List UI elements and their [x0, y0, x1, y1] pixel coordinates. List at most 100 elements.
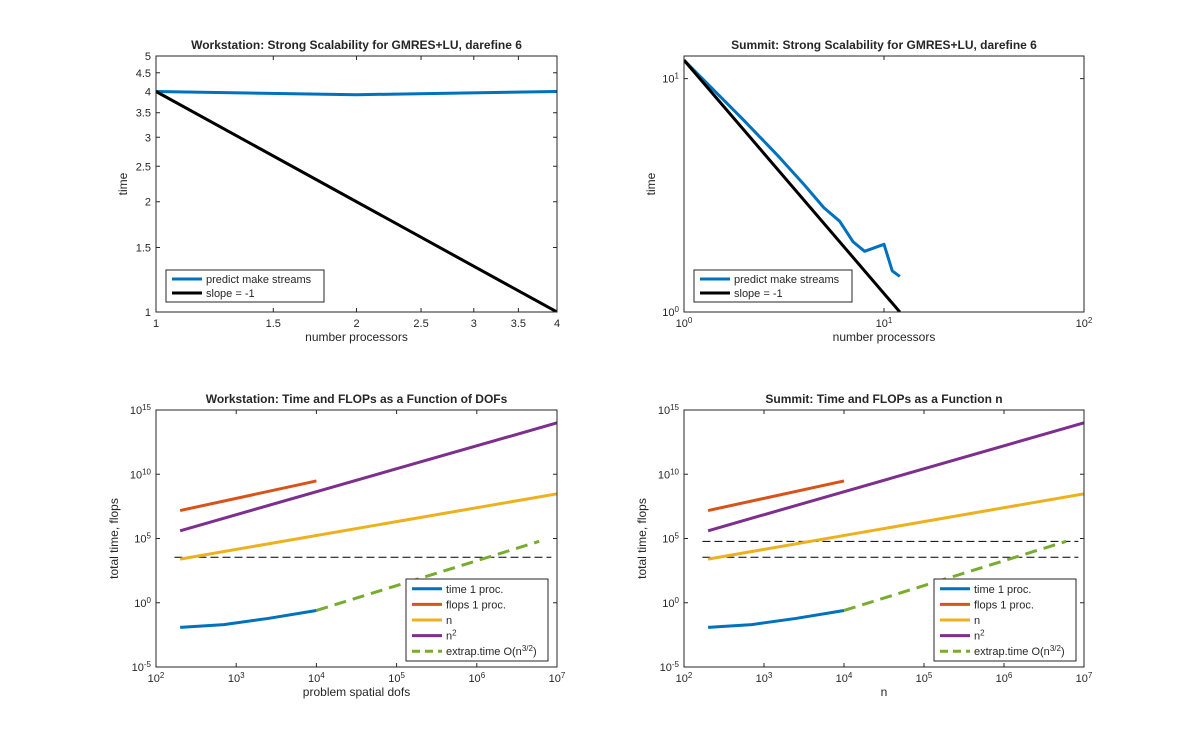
x-tick-label: 3.5: [511, 318, 526, 330]
legend-label: flops 1 proc.: [446, 599, 506, 611]
chart-title: Summit: Time and FLOPs as a Function n: [765, 392, 1002, 406]
series-line-2: [707, 479, 845, 513]
y-tick-label: 3: [145, 132, 151, 144]
legend-label: slope = -1: [206, 288, 255, 300]
chart-panel-4: 102 103 104 105 106 107 10-5 100 105 1010 1015 Summ…: [635, 392, 1093, 699]
chart-title: Summit: Strong Scalability for GMRES+LU,…: [731, 38, 1037, 52]
x-tick-label: 103: [228, 671, 245, 686]
x-tick-label: 2.5: [413, 318, 428, 330]
y-tick-label: 2: [145, 197, 151, 209]
y-tick-label: 1.5: [136, 243, 151, 255]
legend-label: n: [974, 615, 980, 627]
x-tick-label: 100: [676, 316, 693, 331]
x-tick-label: 107: [549, 671, 566, 686]
x-axis-label: problem spatial dofs: [303, 685, 410, 699]
y-tick-label: 1015: [658, 403, 680, 418]
x-tick-label: 1.5: [266, 318, 281, 330]
axes-box: [683, 55, 1085, 313]
series-line-3: [179, 492, 557, 561]
x-axis-label: number processors: [833, 330, 936, 344]
axes-box: [683, 409, 1085, 668]
chart-panel-2: 100 101 102 100 101 Summit: Strong Scalabilit…: [644, 38, 1093, 344]
legend: predict make streams slope = -1: [165, 269, 325, 303]
series-line-3: [707, 492, 1084, 561]
chart-title: Workstation: Strong Scalability for GMRE…: [191, 38, 522, 52]
y-tick-label: 2.5: [136, 161, 151, 173]
y-tick-label: 1015: [130, 403, 152, 418]
x-axis-label: number processors: [305, 330, 408, 344]
x-tick-label: 2: [353, 318, 359, 330]
y-tick-label: 1: [145, 307, 151, 319]
x-tick-label: 4: [554, 318, 560, 330]
x-tick-label: 1: [153, 318, 159, 330]
y-tick-label: 100: [662, 595, 679, 610]
legend: time 1 proc. flops 1 proc. nn2extrap.time …: [405, 578, 549, 662]
legend-label: time 1 proc.: [446, 584, 503, 596]
y-axis-label: total time, flops: [635, 498, 649, 579]
data-layer: [702, 421, 1084, 629]
series-line-1: [684, 59, 901, 278]
legend-box: [405, 578, 549, 662]
y-tick-label: 5: [145, 51, 151, 63]
series-line-1: [180, 609, 317, 629]
x-tick-label: 107: [1076, 671, 1093, 686]
y-tick-label: 10-5: [132, 660, 152, 675]
y-tick-label: 3.5: [136, 108, 151, 120]
legend-label: predict make streams: [734, 274, 840, 286]
legend-label: slope = -1: [734, 288, 783, 300]
series-line-5: [315, 539, 540, 612]
series-line-2: [156, 90, 557, 312]
legend-label: extrap.time O(n3/2): [974, 644, 1065, 659]
x-tick-label: 104: [308, 671, 325, 686]
series-line-1: [707, 609, 845, 629]
series-line-2: [684, 59, 901, 312]
x-tick-label: 105: [388, 671, 405, 686]
y-tick-label: 1010: [658, 467, 680, 482]
legend-box: [165, 269, 325, 303]
legend-label: n2: [974, 628, 985, 643]
y-tick-label: 10-5: [660, 660, 680, 675]
x-tick-label: 105: [916, 671, 933, 686]
y-axis-label: time: [644, 172, 658, 195]
y-tick-label: 4: [145, 86, 151, 98]
axes-box: [155, 409, 558, 668]
x-tick-label: 106: [996, 671, 1013, 686]
y-tick-label: 4.5: [136, 68, 151, 80]
x-tick-label: 3: [471, 318, 477, 330]
series-line-4: [179, 421, 557, 533]
legend: predict make streams slope = -1: [693, 269, 853, 303]
plot-area: [156, 56, 557, 312]
legend-label: extrap.time O(n3/2): [446, 644, 537, 659]
chart-panel-3: 102 103 104 105 106 107 10-5 100 105 1010 1015 Work…: [107, 392, 566, 699]
y-tick-label: 105: [134, 531, 151, 546]
legend-label: predict make streams: [206, 274, 312, 286]
x-tick-label: 102: [1076, 316, 1093, 331]
series-line-5: [843, 539, 1067, 612]
legend-label: flops 1 proc.: [974, 599, 1034, 611]
x-axis-label: n: [881, 685, 888, 699]
y-tick-label: 105: [662, 531, 679, 546]
chart-panel-1: 1 1.5 2 2.5 3 3.5 4 1 1.5 2 2.5 3 3.5 4 4.5 5 Workstatio…: [116, 38, 560, 344]
y-tick-label: 1010: [130, 467, 152, 482]
legend: time 1 proc. flops 1 proc. nn2extrap.time …: [933, 578, 1077, 662]
legend-label: n: [446, 615, 452, 627]
y-tick-label: 101: [662, 71, 679, 86]
y-axis-label: total time, flops: [107, 498, 121, 579]
data-layer: [156, 89, 557, 312]
y-tick-label: 100: [134, 595, 151, 610]
x-tick-label: 101: [876, 316, 893, 331]
x-tick-label: 102: [148, 671, 165, 686]
data-layer: [684, 59, 901, 312]
series-line-1: [156, 89, 557, 97]
series-line-4: [707, 421, 1084, 533]
x-tick-label: 106: [468, 671, 485, 686]
chart-title: Workstation: Time and FLOPs as a Functio…: [206, 392, 508, 406]
legend-label: time 1 proc.: [974, 584, 1031, 596]
x-tick-label: 102: [676, 671, 693, 686]
series-line-2: [179, 479, 317, 513]
plot-area: [684, 56, 1084, 312]
x-tick-label: 103: [756, 671, 773, 686]
legend-label: n2: [446, 628, 457, 643]
axes-box: [155, 55, 558, 313]
